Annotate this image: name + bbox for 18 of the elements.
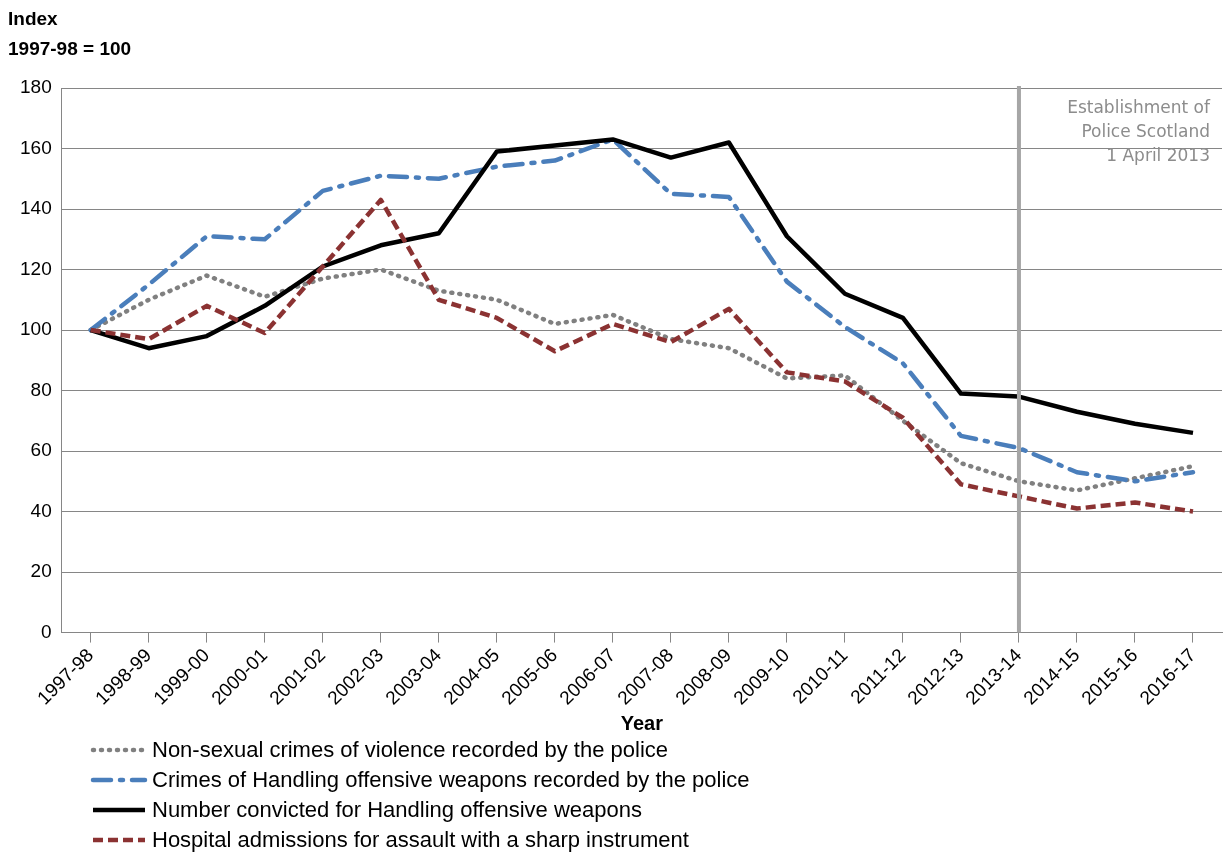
y-tick-label: 60 (30, 439, 52, 461)
ref-line-label: Establishment of Police Scotland 1 April 2013 (1067, 96, 1211, 165)
y-tick-label: 120 (20, 257, 52, 279)
y-tick-label: 0 (41, 620, 52, 642)
x-axis-title: Year (620, 711, 664, 734)
y-axis-title: Index 1997-98 = 100 (8, 7, 132, 61)
line-series (88, 197, 1196, 514)
y-tick-label: 80 (30, 378, 52, 400)
legend-label: Crimes of Handling offensive weapons recorded by the police (152, 767, 750, 793)
y-tick-label: 160 (20, 136, 52, 158)
y-tick-label: 100 (20, 318, 52, 340)
legend-label: Non-sexual crimes of violence recorded by the police (152, 737, 669, 763)
y-tick-label: 140 (20, 197, 52, 219)
y-tick-label: 180 (20, 76, 52, 98)
legend-label: Number convicted for Handling offensive weapons (152, 797, 642, 823)
y-tick-label: 20 (30, 560, 52, 582)
y-tick-label: 40 (30, 499, 52, 521)
legend-label: Hospital admissions for assault with a sharp instrument (152, 827, 689, 853)
